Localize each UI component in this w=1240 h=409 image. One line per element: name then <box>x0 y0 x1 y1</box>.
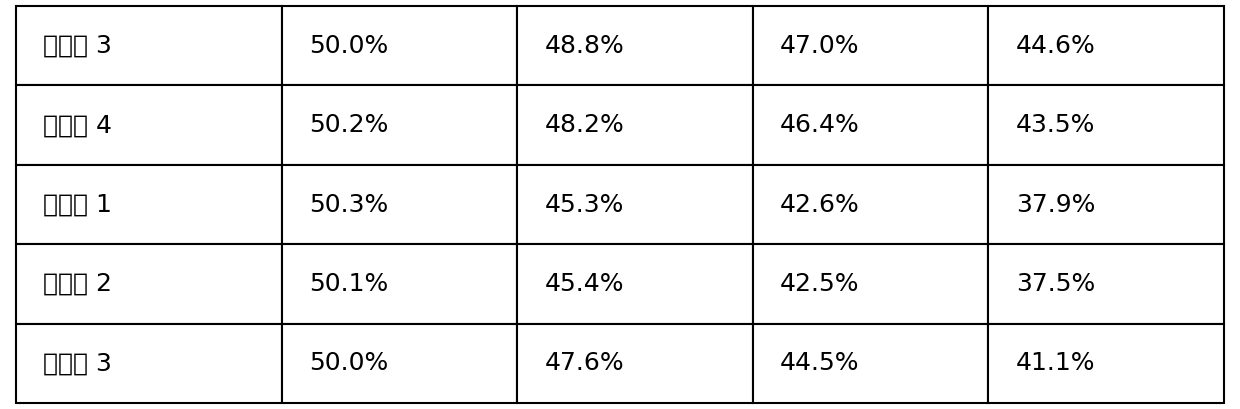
Text: 50.0%: 50.0% <box>309 34 388 58</box>
Text: 45.3%: 45.3% <box>544 193 624 216</box>
Bar <box>988 165 1224 244</box>
Bar <box>517 165 753 244</box>
Bar <box>753 244 988 324</box>
Text: 42.5%: 42.5% <box>780 272 859 296</box>
Bar <box>281 165 517 244</box>
Bar <box>517 244 753 324</box>
Text: 47.6%: 47.6% <box>544 351 624 375</box>
Text: 45.4%: 45.4% <box>544 272 624 296</box>
Bar <box>753 6 988 85</box>
Text: 对比例 3: 对比例 3 <box>43 351 113 375</box>
Text: 46.4%: 46.4% <box>780 113 859 137</box>
Text: 41.1%: 41.1% <box>1016 351 1095 375</box>
Bar <box>988 85 1224 165</box>
Bar <box>517 324 753 403</box>
Bar <box>281 244 517 324</box>
Bar <box>517 6 753 85</box>
Text: 43.5%: 43.5% <box>1016 113 1095 137</box>
Bar <box>753 165 988 244</box>
Text: 对比例 2: 对比例 2 <box>43 272 113 296</box>
Text: 44.6%: 44.6% <box>1016 34 1095 58</box>
Text: 48.2%: 48.2% <box>544 113 625 137</box>
Text: 42.6%: 42.6% <box>780 193 859 216</box>
Text: 50.3%: 50.3% <box>309 193 388 216</box>
Bar <box>517 85 753 165</box>
Text: 48.8%: 48.8% <box>544 34 625 58</box>
Text: 50.0%: 50.0% <box>309 351 388 375</box>
Text: 实施例 3: 实施例 3 <box>43 34 113 58</box>
Bar <box>16 165 281 244</box>
Text: 对比例 1: 对比例 1 <box>43 193 113 216</box>
Text: 37.5%: 37.5% <box>1016 272 1095 296</box>
Bar <box>16 324 281 403</box>
Bar <box>988 244 1224 324</box>
Bar <box>753 85 988 165</box>
Bar <box>988 6 1224 85</box>
Bar <box>281 6 517 85</box>
Text: 37.9%: 37.9% <box>1016 193 1095 216</box>
Text: 50.2%: 50.2% <box>309 113 388 137</box>
Text: 实施例 4: 实施例 4 <box>43 113 113 137</box>
Bar <box>988 324 1224 403</box>
Bar <box>281 324 517 403</box>
Text: 50.1%: 50.1% <box>309 272 388 296</box>
Bar <box>16 244 281 324</box>
Text: 47.0%: 47.0% <box>780 34 859 58</box>
Text: 44.5%: 44.5% <box>780 351 859 375</box>
Bar <box>16 6 281 85</box>
Bar <box>753 324 988 403</box>
Bar <box>281 85 517 165</box>
Bar <box>16 85 281 165</box>
